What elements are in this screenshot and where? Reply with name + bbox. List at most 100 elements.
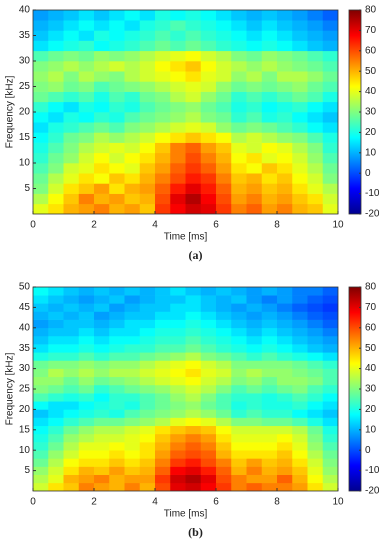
cell <box>170 163 186 174</box>
cell <box>139 327 156 337</box>
cell <box>94 368 110 378</box>
cell <box>200 360 217 369</box>
cell <box>124 287 141 296</box>
cell <box>231 61 247 72</box>
cell <box>292 142 308 154</box>
cell <box>261 50 278 62</box>
cell <box>78 163 95 174</box>
cell <box>246 409 263 418</box>
cell <box>78 384 95 394</box>
cell <box>307 344 324 353</box>
cell <box>322 303 338 312</box>
cell <box>139 30 156 41</box>
cell <box>139 335 156 345</box>
cell <box>261 393 278 402</box>
cell <box>322 71 338 82</box>
cell <box>292 368 308 378</box>
cell <box>109 142 125 154</box>
cell <box>124 142 141 154</box>
cell <box>307 442 324 451</box>
cell <box>322 417 338 427</box>
cell <box>261 132 278 143</box>
cell <box>261 409 278 418</box>
cell <box>277 50 293 62</box>
cell <box>124 71 141 82</box>
cell <box>261 203 278 214</box>
cell <box>277 20 293 31</box>
y-tick-label: 35 <box>19 343 31 354</box>
cell <box>292 193 308 205</box>
cell <box>307 173 324 184</box>
cell <box>322 450 338 459</box>
cell <box>277 458 293 467</box>
cell <box>78 295 95 304</box>
cell <box>63 112 80 123</box>
cell <box>94 466 110 475</box>
cell <box>94 287 110 296</box>
cell <box>170 152 186 164</box>
cell <box>185 91 202 103</box>
cell <box>94 417 110 427</box>
cell <box>33 482 49 491</box>
cell <box>48 10 64 21</box>
cell <box>200 417 217 427</box>
cell <box>33 295 49 304</box>
cell <box>155 409 171 418</box>
cell <box>185 368 202 378</box>
cell <box>246 425 263 435</box>
cell <box>170 203 186 214</box>
cell <box>94 376 110 386</box>
cell <box>124 327 141 337</box>
cell <box>231 466 247 475</box>
cell <box>231 384 247 394</box>
colorbar-tick-label: 20 <box>365 404 377 415</box>
cell <box>277 466 293 475</box>
cell <box>185 101 202 113</box>
cell <box>63 193 80 205</box>
cell <box>292 433 308 443</box>
cell <box>185 287 202 296</box>
cell <box>139 163 156 174</box>
cell <box>277 173 293 184</box>
cell <box>78 71 95 82</box>
cell <box>292 450 308 459</box>
cell <box>322 384 338 394</box>
cell <box>292 303 308 312</box>
cell <box>155 163 171 174</box>
cell <box>155 20 171 31</box>
cell <box>155 287 171 296</box>
cell <box>292 101 308 113</box>
colorbar-tick-label: 50 <box>365 343 377 354</box>
cell <box>307 142 324 154</box>
cell <box>261 474 278 484</box>
cell <box>261 319 278 329</box>
cell <box>322 40 338 52</box>
cell <box>109 409 125 418</box>
cell <box>63 303 80 312</box>
cell <box>307 360 324 369</box>
colorbar-tick-label: -20 <box>365 209 380 220</box>
cell <box>124 122 141 133</box>
cell <box>216 466 232 475</box>
cell <box>33 442 49 451</box>
cell <box>155 203 171 214</box>
cell <box>246 295 263 304</box>
cell <box>322 203 338 214</box>
y-tick-label: 35 <box>19 30 31 41</box>
cell <box>94 122 110 133</box>
cell <box>307 417 324 427</box>
cell <box>292 344 308 353</box>
cell <box>185 183 202 194</box>
cell <box>139 409 156 418</box>
cell <box>170 193 186 205</box>
cell <box>124 450 141 459</box>
cell <box>185 112 202 123</box>
cell <box>277 335 293 345</box>
cell <box>170 61 186 72</box>
cell <box>185 173 202 184</box>
cell <box>48 50 64 62</box>
cell <box>322 152 338 164</box>
cell <box>155 10 171 21</box>
cell <box>246 112 263 123</box>
cell <box>109 203 125 214</box>
